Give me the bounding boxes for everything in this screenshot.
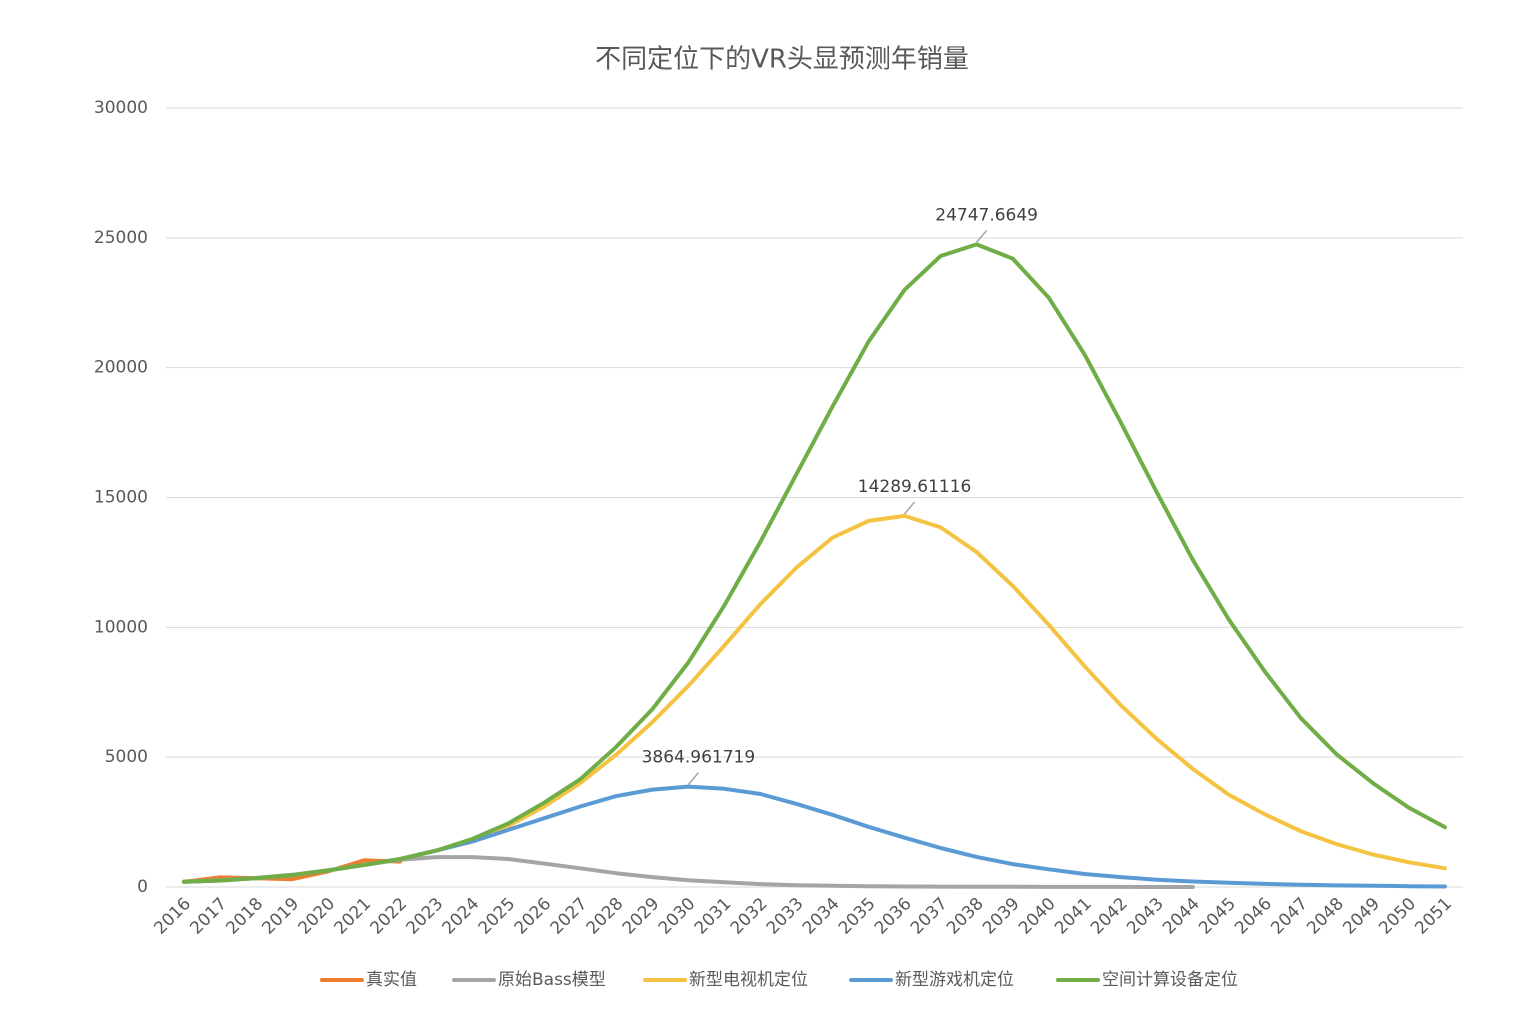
x-tick-label: 2045 [1195, 894, 1240, 939]
x-tick-label: 2025 [475, 894, 520, 939]
x-tick-label: 2044 [1159, 894, 1204, 939]
chart-title: 不同定位下的VR头显预测年销量 [595, 45, 969, 75]
x-tick-label: 2050 [1375, 894, 1420, 939]
x-tick-label: 2027 [547, 894, 592, 939]
x-tick-label: 2022 [367, 894, 412, 939]
x-tick-label: 2039 [979, 894, 1024, 939]
x-tick-label: 2016 [150, 894, 195, 939]
label-leader [687, 772, 699, 786]
legend-label: 空间计算设备定位 [1102, 970, 1238, 990]
legend-label: 真实值 [366, 970, 417, 990]
x-tick-label: 2034 [799, 894, 844, 939]
series-line [182, 855, 1195, 889]
x-tick-label: 2024 [439, 894, 484, 939]
x-tick-label: 2036 [871, 894, 916, 939]
y-tick-label: 0 [137, 877, 148, 897]
x-tick-label: 2028 [583, 894, 628, 939]
label-leader [903, 501, 916, 515]
x-tick-label: 2023 [403, 894, 448, 939]
data-label: 3864.961719 [642, 748, 756, 768]
series-line [182, 242, 1447, 884]
data-label: 24747.6649 [935, 205, 1038, 225]
y-tick-label: 5000 [105, 747, 148, 767]
legend-label: 新型电视机定位 [689, 970, 808, 990]
x-tick-label: 2017 [186, 894, 231, 939]
x-tick-label: 2051 [1411, 894, 1456, 939]
x-tick-label: 2046 [1231, 894, 1276, 939]
x-tick-label: 2048 [1303, 894, 1348, 939]
legend-label: 原始Bass模型 [498, 970, 606, 990]
x-tick-label: 2030 [655, 894, 700, 939]
x-tick-label: 2038 [943, 894, 988, 939]
x-tick-label: 2018 [222, 894, 267, 939]
y-tick-label: 20000 [94, 358, 148, 378]
x-tick-label: 2032 [727, 894, 772, 939]
y-tick-label: 30000 [94, 98, 148, 118]
legend-label: 新型游戏机定位 [895, 970, 1014, 990]
x-tick-label: 2020 [294, 894, 339, 939]
x-tick-label: 2047 [1267, 894, 1312, 939]
x-tick-label: 2049 [1339, 894, 1384, 939]
y-tick-label: 25000 [94, 228, 148, 248]
x-tick-label: 2031 [691, 894, 736, 939]
y-tick-label: 10000 [94, 617, 148, 637]
x-tick-label: 2043 [1123, 894, 1168, 939]
series-line [182, 513, 1447, 884]
series-line [182, 784, 1447, 889]
x-tick-label: 2029 [619, 894, 664, 939]
x-tick-label: 2026 [511, 894, 556, 939]
x-tick-label: 2019 [258, 894, 303, 939]
x-tick-label: 2021 [330, 894, 375, 939]
x-tick-label: 2040 [1015, 894, 1060, 939]
data-label: 14289.61116 [858, 477, 972, 497]
x-tick-label: 2041 [1051, 894, 1096, 939]
x-tick-label: 2033 [763, 894, 808, 939]
y-tick-label: 15000 [94, 488, 148, 508]
x-tick-label: 2035 [835, 894, 880, 939]
x-tick-label: 2037 [907, 894, 952, 939]
series-line [182, 858, 403, 884]
x-tick-label: 2042 [1087, 894, 1132, 939]
label-leader [976, 229, 988, 243]
